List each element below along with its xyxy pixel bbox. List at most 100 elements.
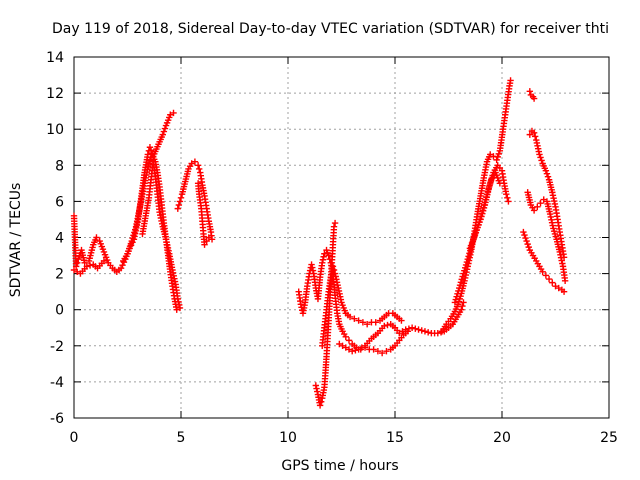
data-point: [454, 290, 461, 298]
data-point: [561, 277, 569, 285]
data-point: [542, 167, 550, 174]
data-point: [297, 301, 305, 308]
data-point: [459, 302, 466, 310]
x-tick-label: 25: [600, 430, 618, 446]
data-point: [146, 157, 154, 164]
data-point: [100, 257, 108, 265]
data-point: [378, 349, 386, 357]
data-point: [349, 348, 356, 355]
data-point: [398, 317, 405, 324]
data-point: [351, 315, 358, 322]
data-point: [455, 287, 462, 295]
data-point: [325, 252, 332, 259]
data-point: [329, 263, 337, 270]
data-point: [119, 261, 126, 269]
data-point: [205, 234, 213, 241]
data-point: [415, 326, 422, 333]
data-point: [507, 77, 514, 84]
data-point: [352, 347, 359, 354]
data-point: [424, 329, 432, 336]
data-point: [402, 326, 409, 333]
data-point: [537, 154, 544, 161]
data-point: [370, 346, 377, 353]
data-point: [160, 128, 168, 135]
data-point: [330, 266, 338, 274]
data-point: [383, 348, 390, 355]
data-point: [175, 201, 183, 209]
data-point: [309, 267, 317, 274]
data-point: [484, 188, 492, 195]
data-point: [74, 268, 81, 275]
data-point: [399, 328, 406, 335]
data-point: [130, 232, 137, 239]
chart-title: Day 119 of 2018, Sidereal Day-to-day VTE…: [52, 21, 609, 37]
data-point: [131, 229, 138, 236]
x-tick-label: 15: [386, 430, 404, 446]
data-point: [93, 234, 100, 241]
data-point: [493, 156, 500, 164]
data-point: [526, 88, 534, 95]
data-point: [496, 180, 504, 187]
data-point: [174, 295, 181, 303]
data-point: [451, 299, 459, 306]
data-point: [201, 241, 208, 248]
data-point: [194, 162, 202, 169]
data-point: [483, 190, 491, 198]
x-tick-label: 20: [493, 430, 511, 446]
data-point: [159, 131, 167, 138]
data-point: [464, 255, 471, 263]
data-point: [147, 147, 155, 154]
data-point: [461, 267, 468, 274]
data-point: [83, 263, 91, 270]
data-point: [555, 284, 562, 292]
data-point: [312, 382, 320, 389]
data-point: [384, 321, 391, 329]
data-point: [128, 237, 135, 245]
data-point: [434, 329, 441, 337]
data-point: [372, 319, 379, 326]
data-point: [459, 273, 466, 280]
grid-lines: [74, 57, 609, 418]
y-tick-label: 6: [55, 194, 64, 210]
data-point: [170, 109, 177, 117]
data-point: [374, 348, 382, 355]
data-point: [540, 196, 547, 203]
data-point: [530, 129, 538, 137]
data-point: [176, 198, 184, 205]
data-point: [543, 170, 551, 177]
data-point: [523, 237, 530, 245]
data-point: [339, 342, 346, 349]
data-point: [320, 253, 327, 260]
data-point: [524, 240, 531, 248]
data-point: [129, 235, 136, 242]
y-tick-label: 14: [46, 50, 64, 66]
data-point: [526, 131, 534, 138]
data-point: [531, 133, 539, 140]
data-point: [477, 213, 485, 220]
data-point: [456, 284, 463, 292]
y-tick-label: -4: [50, 375, 64, 391]
y-tick-label: -2: [50, 339, 64, 355]
data-point: [418, 327, 425, 334]
data-point: [74, 259, 81, 266]
y-axis-label: SDTVAR / TECUs: [8, 183, 24, 298]
data-point: [486, 182, 493, 189]
data-point: [313, 385, 320, 392]
x-tick-labels: 0 5 10 15 20 25: [70, 430, 618, 446]
data-point: [485, 185, 492, 192]
data-point: [504, 194, 511, 201]
data-point: [316, 402, 324, 409]
y-tick-label: 10: [46, 122, 64, 138]
data-point: [358, 344, 366, 351]
data-point: [345, 346, 353, 353]
data-point: [525, 243, 532, 251]
data-point: [346, 313, 354, 321]
y-tick-label: -6: [50, 411, 64, 427]
data-point: [191, 158, 199, 165]
y-tick-labels: -6 -4 -2 0 2 4 6 8 10 12 14: [46, 50, 64, 427]
data-point: [330, 223, 338, 230]
data-point: [544, 173, 552, 180]
data-point: [458, 276, 465, 283]
data-point: [188, 160, 195, 167]
data-point: [534, 203, 541, 211]
